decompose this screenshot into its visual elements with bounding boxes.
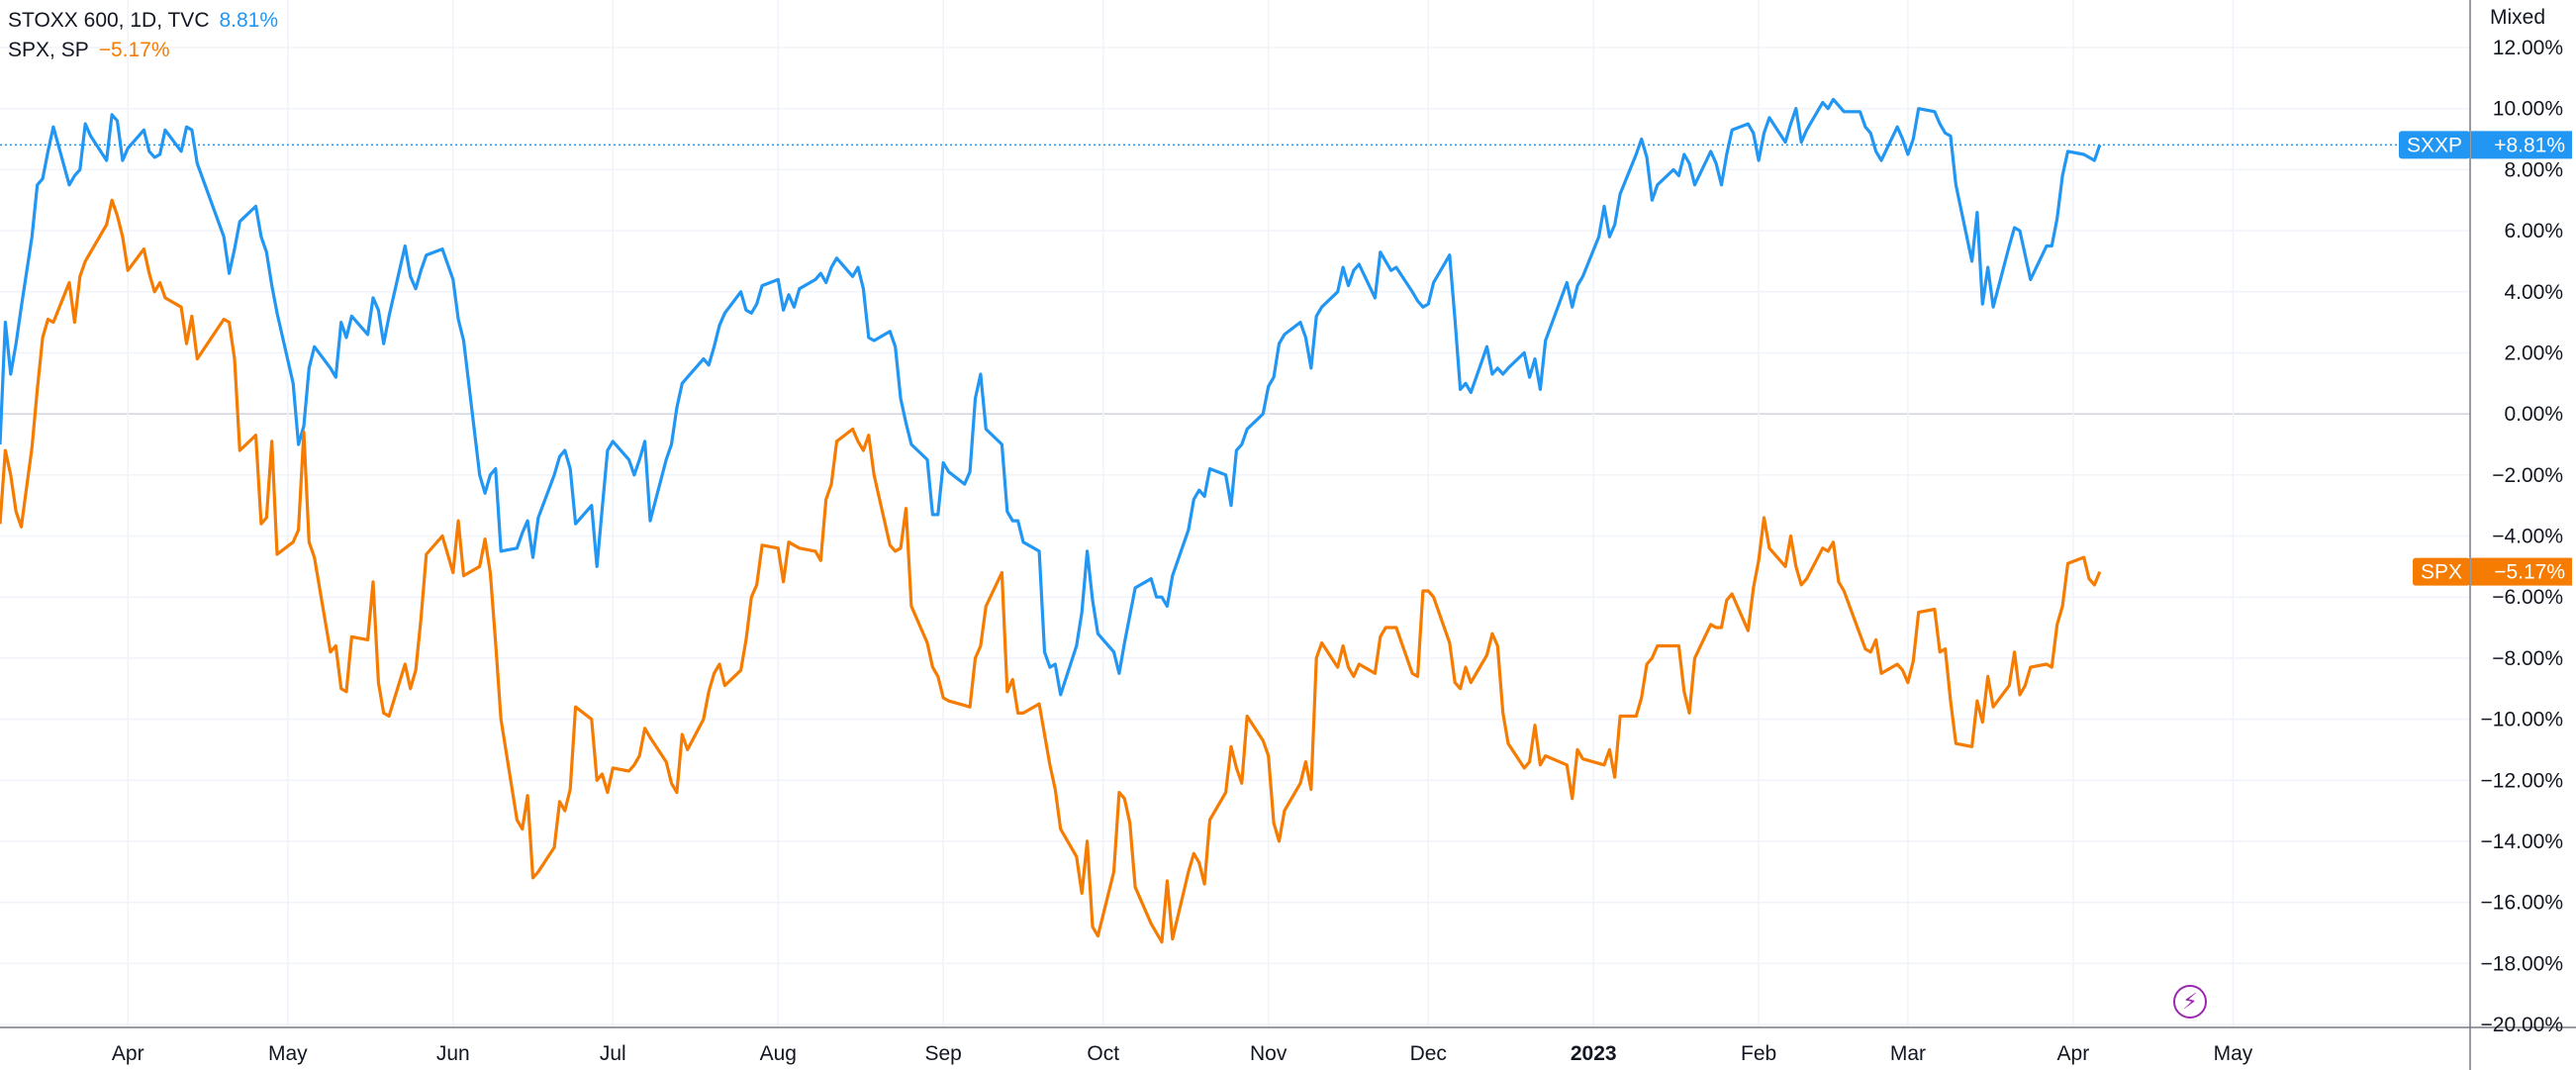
price-tag-value: −5.17% — [2494, 561, 2565, 584]
price-tag-symbol: SPX — [2421, 561, 2462, 584]
lightning-icon[interactable]: ⚡ — [2173, 985, 2207, 1019]
y-tick-label: −4.00% — [2492, 526, 2563, 548]
series-line-spx[interactable] — [0, 198, 2102, 944]
x-tick-label: Jun — [436, 1042, 470, 1065]
scale-mode-label[interactable]: Mixed — [2490, 6, 2545, 29]
x-tick-label: Nov — [1250, 1042, 1288, 1065]
x-tick-label: Apr — [2057, 1042, 2090, 1065]
y-tick-label: 0.00% — [2504, 403, 2563, 426]
y-tick-label: −14.00% — [2481, 830, 2564, 853]
price-tag-symbol-bg — [2413, 557, 2470, 586]
x-tick-label: May — [268, 1042, 308, 1065]
legend-label-spx: SPX, SP — [8, 39, 89, 61]
price-tag-value-bg — [2471, 557, 2572, 586]
x-tick-label: Dec — [1410, 1042, 1447, 1065]
y-tick-label: 2.00% — [2504, 341, 2563, 364]
x-tick-label: Apr — [112, 1042, 144, 1065]
x-tick-label: Oct — [1087, 1042, 1119, 1065]
legend: STOXX 600, 1D, TVC 8.81% SPX, SP −5.17% — [8, 6, 278, 65]
y-tick-label: 10.00% — [2493, 98, 2563, 121]
legend-value-sxxp: 8.81% — [219, 9, 279, 32]
x-tick-label: Feb — [1741, 1042, 1776, 1065]
price-tag-spx[interactable]: SPX −5.17% — [2413, 557, 2572, 586]
y-tick-label: −8.00% — [2492, 647, 2563, 670]
x-tick-label: Jul — [600, 1042, 626, 1065]
y-tick-label: −16.00% — [2481, 892, 2564, 915]
price-tag-sxxp[interactable]: SXXP +8.81% — [2399, 131, 2572, 159]
price-tag-symbol-bg — [2399, 131, 2470, 159]
legend-label-sxxp: STOXX 600, 1D, TVC — [8, 9, 210, 32]
x-tick-label: Mar — [1890, 1042, 1926, 1065]
x-tick-label: Aug — [760, 1042, 797, 1065]
y-tick-label: −10.00% — [2481, 709, 2564, 731]
price-tag-symbol: SXXP — [2407, 134, 2462, 156]
legend-row-spx[interactable]: SPX, SP −5.17% — [8, 36, 278, 65]
y-tick-label: −6.00% — [2492, 586, 2563, 609]
x-tick-label: 2023 — [1571, 1042, 1617, 1065]
y-tick-label: −20.00% — [2481, 1014, 2564, 1036]
y-tick-label: −2.00% — [2492, 464, 2563, 487]
price-tag-value: +8.81% — [2494, 134, 2565, 156]
y-tick-label: 8.00% — [2504, 158, 2563, 181]
legend-value-spx: −5.17% — [98, 39, 170, 61]
y-tick-label: 12.00% — [2493, 37, 2563, 59]
legend-row-sxxp[interactable]: STOXX 600, 1D, TVC 8.81% — [8, 6, 278, 36]
y-tick-label: 6.00% — [2504, 220, 2563, 243]
series-line-sxxp[interactable] — [0, 97, 2102, 697]
x-tick-label: May — [2214, 1042, 2253, 1065]
y-tick-label: −12.00% — [2481, 769, 2564, 792]
y-tick-label: −18.00% — [2481, 952, 2564, 975]
price-tag-value-bg — [2471, 131, 2572, 159]
x-tick-label: Sep — [925, 1042, 962, 1065]
y-tick-label: 4.00% — [2504, 281, 2563, 304]
